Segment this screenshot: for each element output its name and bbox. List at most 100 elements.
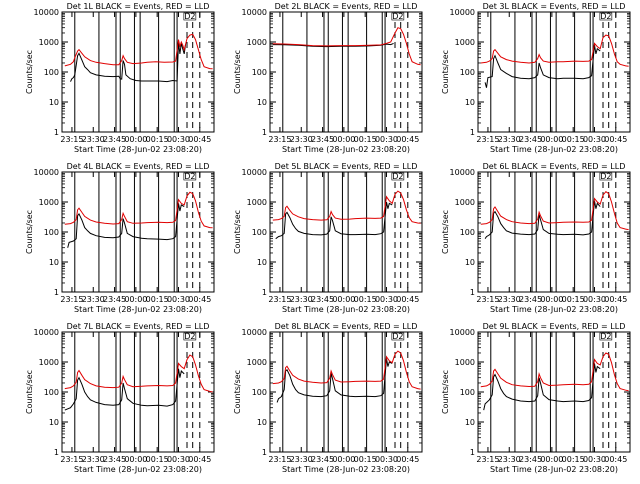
y-tick-label: 1000: [39, 38, 59, 47]
y-axis-label: Counts/sec: [233, 210, 242, 254]
x-tick-label: 23:45: [103, 295, 126, 304]
y-tick-label: 10: [49, 258, 59, 267]
y-tick-label: 10000: [34, 328, 59, 337]
series-events-line: [484, 200, 601, 239]
plot-frame: [61, 11, 215, 133]
marker-box: [391, 332, 405, 341]
y-tick-label: 1: [470, 288, 475, 297]
x-tick-label: 00:15: [354, 135, 377, 144]
y-tick-label: 100: [252, 68, 267, 77]
x-tick-label: 00:00: [124, 295, 147, 304]
x-tick-label: 00:30: [167, 455, 190, 464]
plot-frame: [477, 331, 631, 453]
x-tick-label: 23:30: [498, 295, 521, 304]
marker-label: D2: [392, 12, 403, 21]
marker-label: D2: [184, 12, 195, 21]
panel-title: Det 9L BLACK = Events, RED = LLD: [483, 322, 626, 331]
x-tick-label: 00:00: [124, 135, 147, 144]
x-tick-label: 00:00: [540, 295, 563, 304]
x-axis-label: Start Time (28-Jun-02 23:08:20): [282, 465, 410, 474]
series-lld-line: [272, 350, 421, 390]
x-tick-label: 00:45: [188, 295, 211, 304]
y-tick-label: 10: [465, 98, 475, 107]
y-axis-label: Counts/sec: [441, 370, 450, 414]
y-axis-label: Counts/sec: [25, 50, 34, 94]
x-tick-label: 00:30: [375, 135, 398, 144]
panel-det-9: Det 9L BLACK = Events, RED = LLD Counts/s…: [441, 322, 631, 474]
y-tick-label: 1000: [455, 358, 475, 367]
y-tick-label: 10000: [34, 8, 59, 17]
marker-box: [183, 172, 197, 181]
x-tick-label: 23:45: [311, 295, 334, 304]
x-axis-label: Start Time (28-Jun-02 23:08:20): [282, 145, 410, 154]
panel-det-3: Det 3L BLACK = Events, RED = LLD Counts/s…: [441, 2, 631, 154]
x-tick-label: 00:45: [396, 135, 419, 144]
x-tick-label: 23:45: [103, 135, 126, 144]
y-axis-label: Counts/sec: [233, 370, 242, 414]
x-tick-label: 23:15: [60, 135, 83, 144]
x-tick-label: 23:15: [268, 295, 291, 304]
marker-label: D2: [392, 332, 403, 341]
series-events-line: [67, 203, 185, 248]
series-lld-line: [272, 27, 421, 66]
series-events-line: [275, 201, 393, 240]
y-tick-label: 10: [257, 98, 267, 107]
panel-det-6: Det 6L BLACK = Events, RED = LLD Counts/s…: [441, 162, 631, 314]
y-tick-label: 10: [257, 418, 267, 427]
series-lld-line: [64, 191, 213, 229]
panel-title: Det 6L BLACK = Events, RED = LLD: [483, 162, 626, 171]
y-tick-label: 100: [44, 228, 59, 237]
x-tick-label: 23:30: [82, 455, 105, 464]
y-tick-label: 1000: [455, 38, 475, 47]
x-tick-label: 00:15: [562, 455, 585, 464]
y-tick-label: 100: [252, 228, 267, 237]
plot-frame: [269, 171, 423, 293]
x-tick-label: 00:45: [396, 455, 419, 464]
x-tick-label: 23:30: [82, 295, 105, 304]
y-tick-label: 10000: [242, 8, 267, 17]
y-tick-label: 10000: [450, 328, 475, 337]
marker-box: [183, 12, 197, 21]
series-events-line: [70, 41, 187, 83]
y-axis-label: Counts/sec: [441, 210, 450, 254]
x-tick-label: 23:45: [519, 295, 542, 304]
marker-label: D2: [392, 172, 403, 181]
x-tick-label: 00:45: [604, 135, 627, 144]
y-tick-label: 1: [262, 288, 267, 297]
y-tick-label: 1000: [455, 198, 475, 207]
y-tick-label: 1: [470, 128, 475, 137]
series-lld-line: [480, 34, 629, 67]
panel-det-2: Det 2L BLACK = Events, RED = LLD Counts/s…: [233, 2, 423, 154]
x-tick-label: 23:45: [519, 135, 542, 144]
series-events-line: [276, 358, 393, 403]
panel-det-7: Det 7L BLACK = Events, RED = LLD Counts/s…: [25, 322, 215, 474]
y-tick-label: 1000: [39, 198, 59, 207]
panel-det-8: Det 8L BLACK = Events, RED = LLD Counts/s…: [233, 322, 423, 474]
y-tick-label: 10: [465, 418, 475, 427]
series-lld-line: [64, 354, 213, 393]
x-axis-label: Start Time (28-Jun-02 23:08:20): [74, 465, 202, 474]
marker-box: [391, 172, 405, 181]
x-axis-label: Start Time (28-Jun-02 23:08:20): [74, 145, 202, 154]
marker-label: D2: [600, 172, 611, 181]
y-tick-label: 10: [49, 98, 59, 107]
x-tick-label: 23:30: [290, 135, 313, 144]
plot-frame: [477, 11, 631, 133]
x-tick-label: 00:00: [332, 135, 355, 144]
panel-title: Det 3L BLACK = Events, RED = LLD: [483, 2, 626, 11]
y-tick-label: 10: [257, 258, 267, 267]
marker-label: D2: [184, 332, 195, 341]
plot-frame: [61, 331, 215, 453]
marker-box: [599, 12, 613, 21]
y-axis-label: Counts/sec: [25, 210, 34, 254]
panel-det-1: Det 1L BLACK = Events, RED = LLD Counts/s…: [25, 2, 215, 154]
x-tick-label: 23:15: [476, 135, 499, 144]
x-tick-label: 23:15: [476, 295, 499, 304]
x-tick-label: 00:30: [375, 295, 398, 304]
x-tick-label: 00:00: [540, 135, 563, 144]
panel-det-4: Det 4L BLACK = Events, RED = LLD Counts/s…: [25, 162, 215, 314]
y-tick-label: 100: [252, 388, 267, 397]
marker-label: D2: [600, 12, 611, 21]
marker-label: D2: [184, 172, 195, 181]
